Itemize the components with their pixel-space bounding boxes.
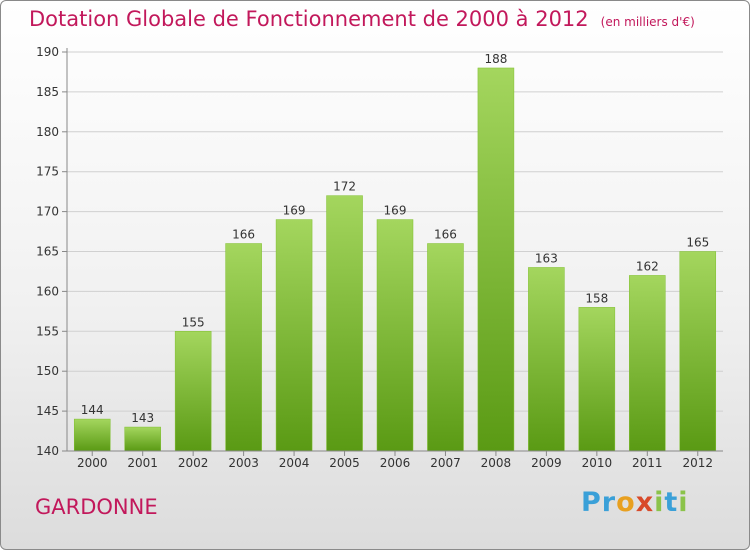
x-tick-label-2001: 2001 <box>127 456 158 470</box>
logo-letter: r <box>601 487 617 518</box>
value-label-2004: 169 <box>283 204 306 218</box>
bars <box>73 67 717 452</box>
bar-2000 <box>73 418 111 452</box>
x-tick-label-2007: 2007 <box>430 456 461 470</box>
x-tick-label-2008: 2008 <box>481 456 512 470</box>
bar-2001 <box>124 426 161 452</box>
bar-2004 <box>275 219 313 452</box>
logo-letter: i <box>678 487 689 518</box>
x-tick-label-2005: 2005 <box>329 456 360 470</box>
value-label-2003: 166 <box>232 228 255 242</box>
bar-2007 <box>427 243 464 452</box>
chart-title: Dotation Globale de Fonctionnement de 20… <box>29 7 695 31</box>
y-tick-label: 170 <box>36 205 59 219</box>
commune-name: GARDONNE <box>35 495 158 519</box>
logo-letter: t <box>664 487 679 518</box>
x-tick-label-2012: 2012 <box>682 456 713 470</box>
y-tick-label: 190 <box>36 45 59 59</box>
y-tick-label: 165 <box>36 245 59 259</box>
bar-2003 <box>225 243 262 452</box>
logo-letter: o <box>616 487 636 518</box>
logo-letter: i <box>654 487 665 518</box>
bar-2005 <box>326 195 363 452</box>
axes: 140 145 150 155 160 165 170 175 180 185 190 2000 200… <box>36 45 723 470</box>
x-tick-label-2011: 2011 <box>632 456 663 470</box>
logo-letter: x <box>635 487 655 518</box>
x-tick-label-2009: 2009 <box>531 456 562 470</box>
value-label-2007: 166 <box>434 228 457 242</box>
value-label-2012: 165 <box>686 236 709 250</box>
x-tick-label-2000: 2000 <box>77 456 108 470</box>
proxiti-logo[interactable]: Proxiti <box>581 487 689 518</box>
bar-2008 <box>477 67 515 452</box>
bar-2011 <box>629 275 666 452</box>
x-tick-label-2004: 2004 <box>279 456 310 470</box>
x-tick-label-2002: 2002 <box>178 456 209 470</box>
y-tick-label: 140 <box>36 444 59 458</box>
value-label-2010: 158 <box>585 291 608 305</box>
value-label-2008: 188 <box>484 52 507 66</box>
y-tick-label: 160 <box>36 284 59 298</box>
logo-letter: P <box>581 487 602 518</box>
y-tick-label: 175 <box>36 165 59 179</box>
y-tick-label: 145 <box>36 404 59 418</box>
bar-2012 <box>679 251 717 452</box>
chart-title-text: Dotation Globale de Fonctionnement de 20… <box>29 7 589 31</box>
value-label-2000: 144 <box>81 403 104 417</box>
y-tick-label: 150 <box>36 364 59 378</box>
value-label-2011: 162 <box>636 259 659 273</box>
x-tick-label-2003: 2003 <box>228 456 259 470</box>
y-tick-label: 185 <box>36 85 59 99</box>
x-tick-label-2010: 2010 <box>582 456 613 470</box>
value-label-2009: 163 <box>535 251 558 265</box>
bar-2009 <box>528 267 565 452</box>
bar-2002 <box>174 331 212 452</box>
value-label-2002: 155 <box>182 315 205 329</box>
x-tick-label-2006: 2006 <box>380 456 411 470</box>
y-tick-label: 180 <box>36 125 59 139</box>
y-tick-label: 155 <box>36 324 59 338</box>
bar-2010 <box>578 307 616 452</box>
bar-2006 <box>376 219 414 452</box>
value-label-2001: 143 <box>131 411 154 425</box>
value-label-2006: 169 <box>384 204 407 218</box>
value-labels: 144 143 155 166 169 172 169 166 188 163 158 162 165 <box>81 52 709 425</box>
value-label-2005: 172 <box>333 180 356 194</box>
chart-unit-note: (en milliers d'€) <box>600 15 695 29</box>
